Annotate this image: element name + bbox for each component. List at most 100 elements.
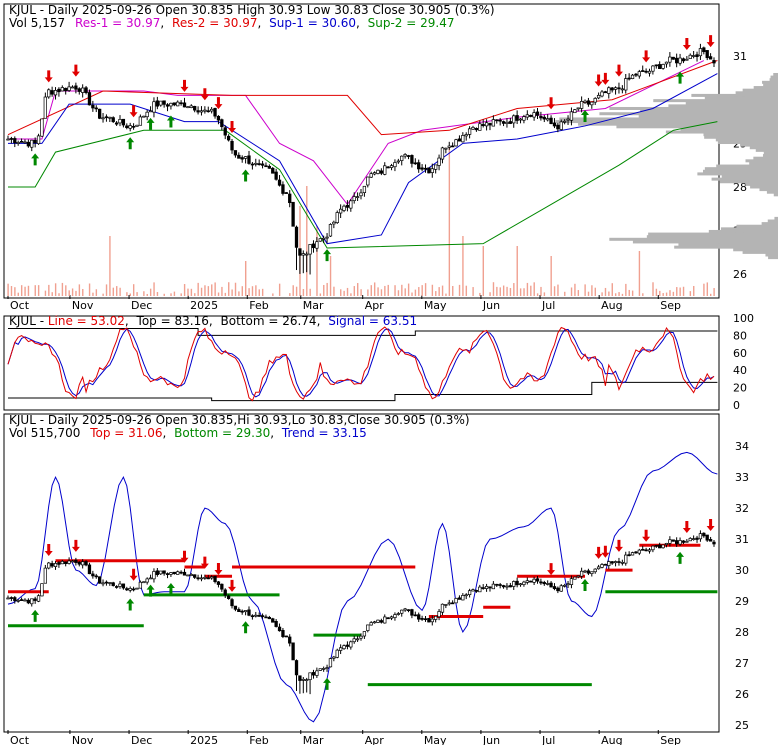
volume-bar bbox=[594, 287, 597, 296]
candle-body bbox=[386, 617, 390, 620]
candle-body bbox=[413, 614, 417, 617]
x-tick-label: Sep bbox=[660, 299, 681, 312]
candle-body bbox=[518, 583, 523, 586]
volume-bar bbox=[221, 286, 223, 296]
candle-body bbox=[586, 100, 591, 105]
sell-arrow bbox=[129, 568, 138, 581]
candle-body bbox=[155, 570, 159, 575]
candle-body bbox=[294, 660, 299, 676]
candle-body bbox=[233, 605, 238, 610]
volume-bar bbox=[204, 285, 206, 296]
candle-body bbox=[630, 552, 635, 556]
candle-body bbox=[454, 139, 458, 147]
sell-arrow bbox=[228, 579, 237, 592]
candle-body bbox=[179, 571, 183, 574]
candle-body bbox=[125, 588, 129, 591]
oscillator-bottom-line bbox=[8, 381, 718, 402]
candle-body bbox=[393, 162, 397, 168]
candle-body bbox=[318, 668, 322, 671]
x-tick-label: Oct bbox=[10, 299, 30, 312]
candle-body bbox=[138, 581, 143, 589]
buy-arrow bbox=[676, 551, 685, 564]
support-line-1 bbox=[8, 73, 718, 245]
candle-body bbox=[216, 115, 221, 121]
y-tick-label: 34 bbox=[735, 440, 749, 453]
candle-body bbox=[376, 169, 380, 174]
sell-arrow bbox=[601, 72, 610, 85]
volume-bar bbox=[309, 288, 311, 296]
candle-body bbox=[501, 585, 506, 588]
volume-bar bbox=[333, 286, 335, 296]
candle-body bbox=[583, 100, 587, 103]
candle-body bbox=[647, 549, 652, 552]
volume-bar bbox=[251, 286, 254, 296]
candle-body bbox=[43, 96, 47, 119]
candle-body bbox=[298, 675, 302, 681]
candle-body bbox=[661, 64, 665, 69]
candle-body bbox=[590, 101, 594, 106]
candle-body bbox=[576, 575, 580, 578]
sell-arrow bbox=[228, 120, 237, 133]
candle-body bbox=[393, 614, 397, 618]
candle-body bbox=[352, 196, 356, 202]
volume-bar bbox=[136, 292, 138, 296]
volume-bar bbox=[71, 288, 74, 296]
candle-body bbox=[491, 119, 496, 127]
candle-body bbox=[620, 88, 625, 91]
volume-bar bbox=[669, 290, 671, 296]
sell-arrow bbox=[614, 64, 623, 77]
volume-bar bbox=[261, 288, 264, 296]
volume-bar bbox=[238, 291, 240, 296]
volume-bar bbox=[292, 285, 294, 296]
sell-arrow bbox=[200, 556, 209, 569]
sell-arrow bbox=[547, 97, 556, 110]
volume-profile-bar bbox=[674, 245, 778, 249]
candle-body bbox=[389, 165, 394, 168]
candle-body bbox=[267, 616, 272, 620]
candle-body bbox=[30, 139, 34, 148]
volume-bar bbox=[411, 292, 413, 296]
volume-profile-bar bbox=[769, 78, 778, 82]
candle-body bbox=[372, 621, 377, 624]
candle-body bbox=[708, 56, 713, 60]
volume-bar bbox=[180, 293, 182, 296]
volume-bar bbox=[679, 287, 681, 296]
volume-bar bbox=[156, 292, 159, 296]
candle-body bbox=[199, 577, 204, 580]
volume-bar bbox=[479, 292, 481, 296]
candle-body bbox=[464, 594, 468, 597]
volume-bar bbox=[190, 288, 193, 296]
volume-profile-bar bbox=[768, 256, 778, 260]
volume-bar bbox=[82, 288, 84, 296]
candle-body bbox=[566, 118, 570, 121]
candle-body bbox=[338, 647, 343, 651]
candle-body bbox=[91, 104, 95, 109]
buy-arrow bbox=[31, 153, 40, 166]
candle-body bbox=[84, 561, 88, 566]
volume-bar bbox=[401, 284, 403, 296]
volume-profile-bar bbox=[653, 99, 778, 103]
band-panel-frame bbox=[3, 413, 720, 733]
candle-body bbox=[624, 78, 628, 91]
candle-body bbox=[308, 672, 312, 680]
candle-body bbox=[159, 570, 163, 575]
volume-profile-bar bbox=[755, 148, 778, 152]
candle-body bbox=[593, 98, 597, 103]
candle-body bbox=[19, 599, 24, 601]
candle-body bbox=[369, 173, 373, 178]
candle-body bbox=[400, 609, 404, 614]
candle-body bbox=[529, 580, 533, 583]
candle-body bbox=[593, 568, 597, 573]
candle-body bbox=[403, 154, 407, 157]
candle-body bbox=[691, 538, 696, 540]
candle-body bbox=[695, 54, 699, 58]
volume-profile-bar bbox=[759, 188, 778, 192]
volume-bar bbox=[618, 292, 620, 296]
candle-body bbox=[77, 561, 81, 565]
candle-body bbox=[243, 156, 248, 159]
support-line-2 bbox=[8, 121, 718, 249]
candle-body bbox=[182, 571, 187, 576]
candle-body bbox=[423, 618, 428, 621]
sell-arrow bbox=[214, 97, 223, 110]
candle-body bbox=[647, 70, 652, 74]
